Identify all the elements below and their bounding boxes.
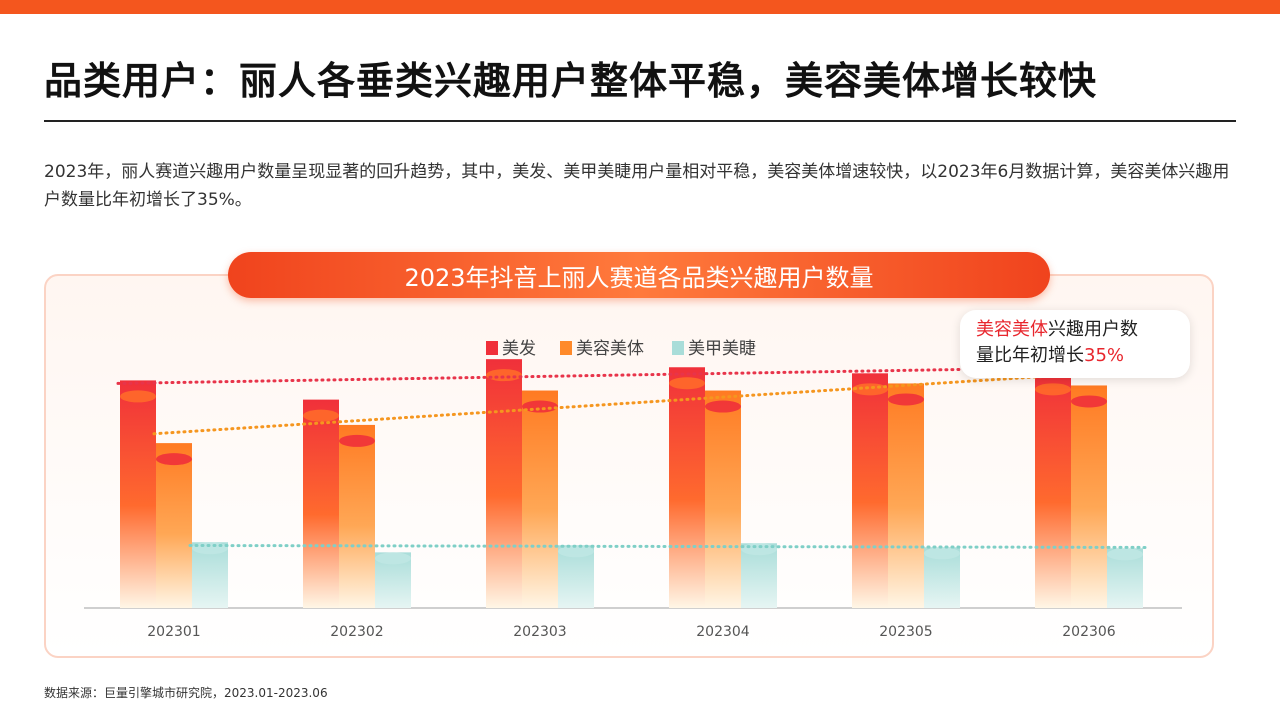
bar-beauty-202303	[522, 390, 558, 608]
x-tick-label: 202305	[879, 624, 932, 640]
bar-cap-nail-202304	[741, 543, 777, 556]
page-title: 品类用户：丽人各垂类兴趣用户整体平稳，美容美体增长较快	[44, 59, 1098, 103]
legend-label-nail: 美甲美睫	[688, 339, 756, 359]
source-note: 数据来源：巨量引擎城市研究院，2023.01-2023.06	[44, 686, 328, 700]
chart-title-banner: 2023年抖音上丽人赛道各品类兴趣用户数量	[228, 252, 1050, 298]
bar-cap-beauty-202306	[1071, 395, 1107, 408]
x-tick-label: 202304	[696, 624, 750, 640]
growth-callout: 美容美体兴趣用户数 量比年初增长35%	[960, 310, 1190, 378]
legend-swatch-nail	[672, 341, 684, 355]
title-divider	[44, 120, 1236, 122]
bar-beauty-202301	[156, 443, 192, 608]
bar-cap-beauty-202305	[888, 393, 924, 406]
bar-cap-nail-202301	[192, 542, 228, 555]
callout-percent: 35%	[1084, 345, 1125, 366]
bar-cap-hair-202304	[669, 377, 705, 390]
callout-text-2: 量比年初增长	[976, 345, 1084, 366]
x-tick-label: 202302	[330, 624, 383, 640]
bar-beauty-202304	[705, 390, 741, 608]
x-tick-label: 202301	[147, 624, 200, 640]
bar-cap-nail-202303	[558, 545, 594, 558]
callout-text-1: 兴趣用户数	[1048, 319, 1138, 340]
bar-hair-202303	[486, 359, 522, 608]
bar-hair-202306	[1035, 373, 1071, 608]
bar-cap-nail-202306	[1107, 548, 1143, 561]
x-tick-label: 202303	[513, 624, 566, 640]
bar-cap-hair-202301	[120, 390, 156, 403]
bar-cap-beauty-202303	[522, 400, 558, 413]
trendline-beauty	[152, 370, 1111, 436]
bar-beauty-202302	[339, 424, 375, 608]
legend-swatch-beauty	[560, 341, 572, 355]
bar-hair-202301	[120, 380, 156, 608]
trendline-hair	[116, 366, 1075, 385]
legend-label-hair: 美发	[502, 339, 536, 359]
bar-cap-nail-202302	[375, 552, 411, 565]
chart-card	[44, 274, 1214, 658]
legend-label-beauty: 美容美体	[576, 339, 644, 359]
callout-highlight: 美容美体	[976, 319, 1048, 340]
bar-cap-beauty-202304	[705, 400, 741, 413]
bar-cap-hair-202306	[1035, 383, 1071, 396]
bar-cap-hair-202302	[303, 409, 339, 422]
x-tick-label: 202306	[1062, 624, 1116, 640]
bar-cap-nail-202305	[924, 547, 960, 560]
bar-hair-202302	[303, 399, 339, 608]
bar-cap-hair-202303	[486, 369, 522, 382]
bar-beauty-202306	[1071, 385, 1107, 608]
legend-swatch-hair	[486, 341, 498, 355]
bar-cap-beauty-202301	[156, 453, 192, 466]
chart-title: 2023年抖音上丽人赛道各品类兴趣用户数量	[404, 263, 874, 292]
bar-cap-hair-202305	[852, 383, 888, 396]
bar-hair-202304	[669, 367, 705, 608]
bar-cap-beauty-202302	[339, 434, 375, 447]
summary-paragraph: 2023年，丽人赛道兴趣用户数量呈现显著的回升趋势，其中，美发、美甲美睫用户量相…	[44, 162, 1230, 210]
top-accent-bar	[0, 0, 1280, 14]
bar-beauty-202305	[888, 383, 924, 608]
bar-hair-202305	[852, 373, 888, 608]
